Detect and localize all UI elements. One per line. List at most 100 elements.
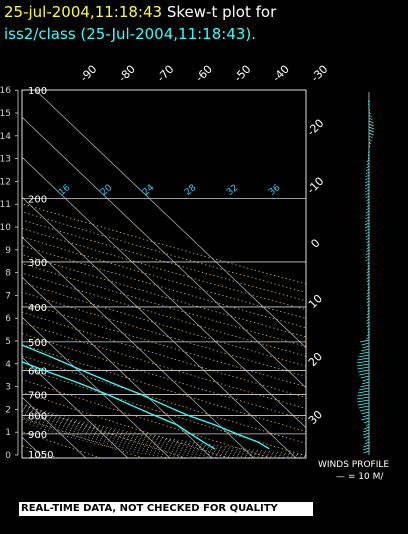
wind-barb xyxy=(364,228,370,232)
height-tick-label: 15 xyxy=(0,109,11,119)
dry-adiabat-line xyxy=(22,391,229,458)
wind-barb xyxy=(366,303,370,307)
isotherm-right-label: -10 xyxy=(305,175,327,197)
isotherm-line xyxy=(22,236,255,458)
dry-adiabat-line xyxy=(22,227,306,311)
wind-barb xyxy=(365,171,370,175)
wind-barb xyxy=(368,117,373,121)
temperature-trace xyxy=(22,344,270,450)
isotherm-top-label: -40 xyxy=(270,63,292,85)
height-tick-label: 10 xyxy=(0,223,11,233)
wind-barb xyxy=(360,384,370,388)
winds-scale-label: — = 10 M/ xyxy=(336,472,384,482)
wind-barb xyxy=(361,381,370,385)
wind-barb xyxy=(367,261,370,265)
wind-barb xyxy=(363,429,370,433)
wind-barb xyxy=(366,207,370,211)
quality-banner: REAL-TIME DATA, NOT CHECKED FOR QUALITY xyxy=(19,502,313,516)
wind-barb xyxy=(366,276,370,280)
isotherm-line xyxy=(22,156,306,429)
wind-barb xyxy=(366,201,370,205)
wind-barb xyxy=(365,168,370,172)
wind-barb xyxy=(365,177,370,181)
wind-barb xyxy=(368,138,372,142)
dry-adiabat-line xyxy=(22,322,306,409)
dry-adiabat-line xyxy=(22,291,306,377)
wind-barb xyxy=(365,231,370,235)
wind-barb xyxy=(364,441,370,445)
wind-barb xyxy=(364,180,370,184)
moist-adiabat-line xyxy=(22,420,170,458)
wind-barb xyxy=(365,234,370,238)
plot-frame xyxy=(21,89,307,459)
isotherm-right-label: 10 xyxy=(306,292,325,311)
dry-adiabat-line xyxy=(22,203,306,285)
pressure-tick-label: 800 xyxy=(28,411,47,422)
wind-barb xyxy=(365,258,370,262)
height-tick-label: 16 xyxy=(0,86,11,96)
wind-barb xyxy=(367,102,370,106)
wind-barb xyxy=(364,219,370,223)
dry-adiabat-line xyxy=(22,236,306,319)
isotherm-line xyxy=(22,276,213,458)
wind-barb xyxy=(357,399,370,403)
wind-barb xyxy=(368,141,372,145)
wind-barb xyxy=(362,447,370,451)
wind-barb xyxy=(366,336,370,340)
isotherm-line xyxy=(22,396,87,458)
chart-title: 25-jul-2004,11:18:43 Skew-t plot for xyxy=(4,3,276,21)
pressure-tick-label: 600 xyxy=(28,366,47,377)
wind-barb xyxy=(366,333,370,337)
dewpoint-trace xyxy=(22,361,216,450)
dry-adiabat-line xyxy=(22,379,272,458)
dry-adiabat-line xyxy=(22,333,306,421)
wind-barb xyxy=(357,390,370,394)
sounding-traces xyxy=(22,344,270,450)
wind-barb xyxy=(367,156,370,160)
pressure-tick-label: 300 xyxy=(28,258,47,269)
wind-barb xyxy=(364,222,370,226)
height-tick-label: 0 xyxy=(5,451,11,461)
wind-barb xyxy=(358,369,370,373)
pressure-tick-label: 400 xyxy=(28,303,47,314)
height-tick-label: 2 xyxy=(5,405,11,415)
pressure-tick-label: 200 xyxy=(28,194,47,205)
wind-barb xyxy=(358,387,370,391)
wind-barb xyxy=(366,162,370,166)
mixing-ratio-label: 24 xyxy=(141,183,156,198)
wind-barb xyxy=(362,378,370,382)
wind-barb xyxy=(363,450,370,454)
wind-barb xyxy=(366,159,370,163)
wind-barb xyxy=(366,321,370,325)
wind-barb xyxy=(366,270,370,274)
title-timestamp: 25-jul-2004,11:18:43 xyxy=(4,3,163,21)
wind-barb xyxy=(365,192,370,196)
mixing-ratio-label: 32 xyxy=(225,183,240,198)
isotherm-top-label: -70 xyxy=(155,63,177,85)
skewt-grid xyxy=(22,90,306,458)
wind-barb xyxy=(366,165,370,169)
isotherm-top-label: -80 xyxy=(116,63,138,85)
wind-barb xyxy=(367,282,370,286)
isotherm-line xyxy=(22,356,129,458)
height-tick-label: 14 xyxy=(0,132,11,142)
winds-profile-label: WINDS PROFILE xyxy=(318,460,390,470)
wind-barb xyxy=(361,348,370,352)
wind-barb xyxy=(366,297,370,301)
dry-adiabat-line xyxy=(22,281,306,367)
wind-barb xyxy=(362,345,370,349)
height-tick-label: 6 xyxy=(5,314,11,324)
moist-adiabat-line xyxy=(22,403,306,456)
wind-barbs xyxy=(356,99,375,454)
wind-barb xyxy=(366,240,370,244)
pressure-tick-label: 1050 xyxy=(28,450,53,461)
isotherm-line xyxy=(35,90,306,349)
isotherm-line xyxy=(22,316,171,458)
wind-barb xyxy=(367,288,370,292)
dry-adiabat-line xyxy=(22,417,144,458)
wind-barb xyxy=(365,174,370,178)
dry-adiabat-line xyxy=(22,245,306,329)
height-tick-label: 13 xyxy=(0,155,11,165)
wind-barb xyxy=(364,225,370,229)
wind-barb xyxy=(365,237,370,241)
